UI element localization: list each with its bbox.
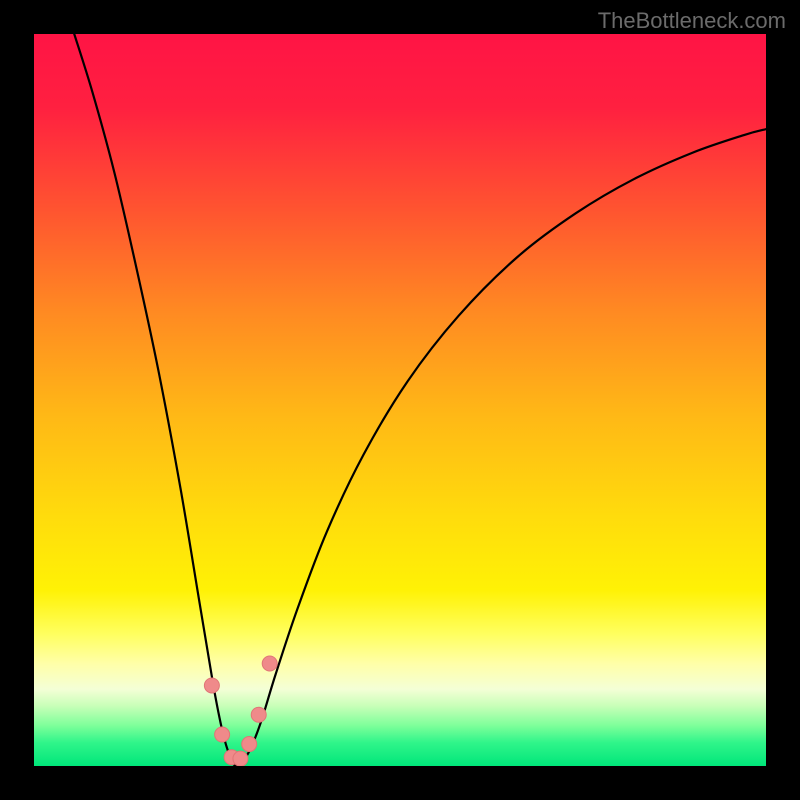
chart-frame: TheBottleneck.com <box>0 0 800 800</box>
gradient-background <box>34 34 766 766</box>
curve-marker <box>262 656 277 671</box>
curve-marker <box>242 737 257 752</box>
curve-marker <box>204 678 219 693</box>
curve-marker <box>215 727 230 742</box>
curve-marker <box>233 751 248 766</box>
curve-marker <box>251 707 266 722</box>
bottleneck-chart <box>0 0 800 800</box>
watermark-text: TheBottleneck.com <box>598 8 786 34</box>
